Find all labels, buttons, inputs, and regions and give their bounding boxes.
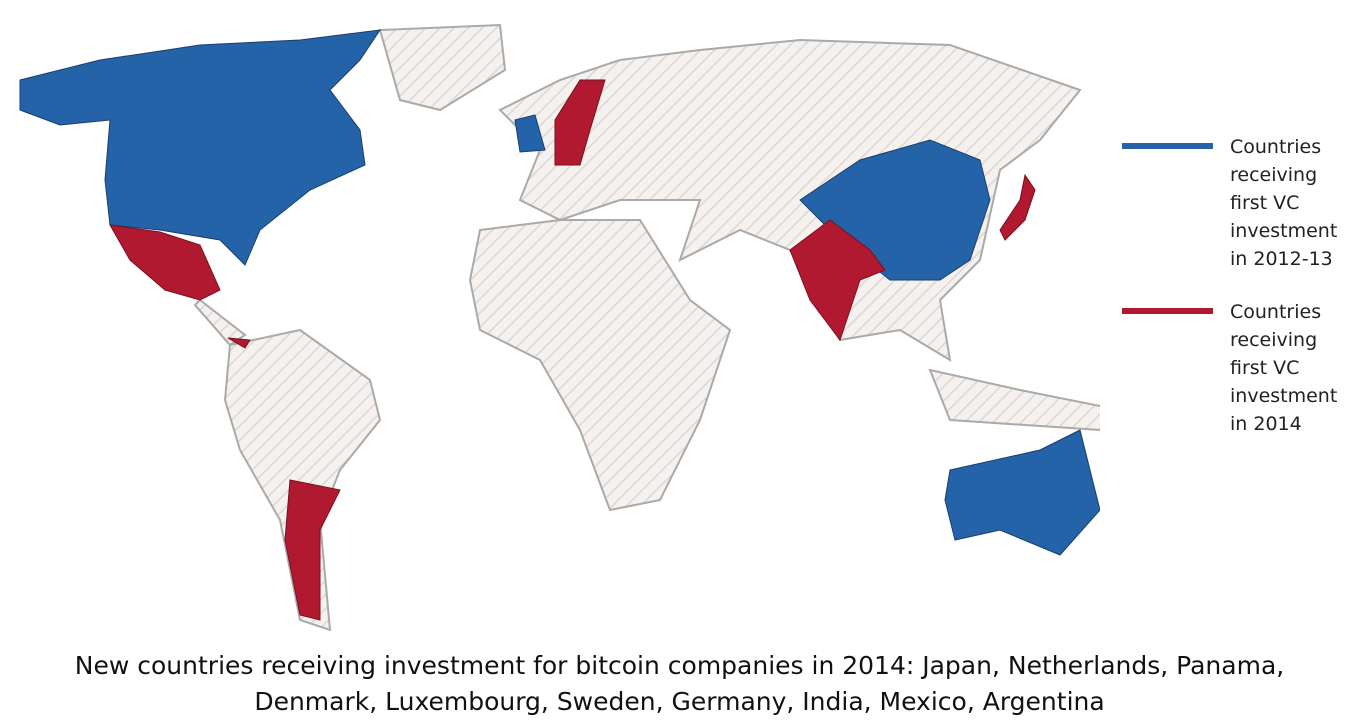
greenland [378,23,507,112]
south-america [223,328,382,632]
mexico [109,224,221,301]
africa [468,219,732,512]
argentina [284,479,341,621]
legend-swatch [1122,308,1213,314]
australia [944,429,1100,556]
japan [999,173,1036,241]
legend-label: Countries receiving first VC investment … [1230,136,1338,270]
india [789,219,886,342]
panama [227,337,251,349]
north-america [19,29,382,266]
islands [928,368,1100,432]
central-america [193,298,247,347]
caption: New countries receiving investment for b… [74,651,1285,716]
legend-swatch [1122,143,1213,149]
northern-europe [554,79,606,166]
legend-label: Countries receiving first VC investment … [1230,301,1338,435]
world-map [19,23,1100,632]
uk [514,114,546,153]
